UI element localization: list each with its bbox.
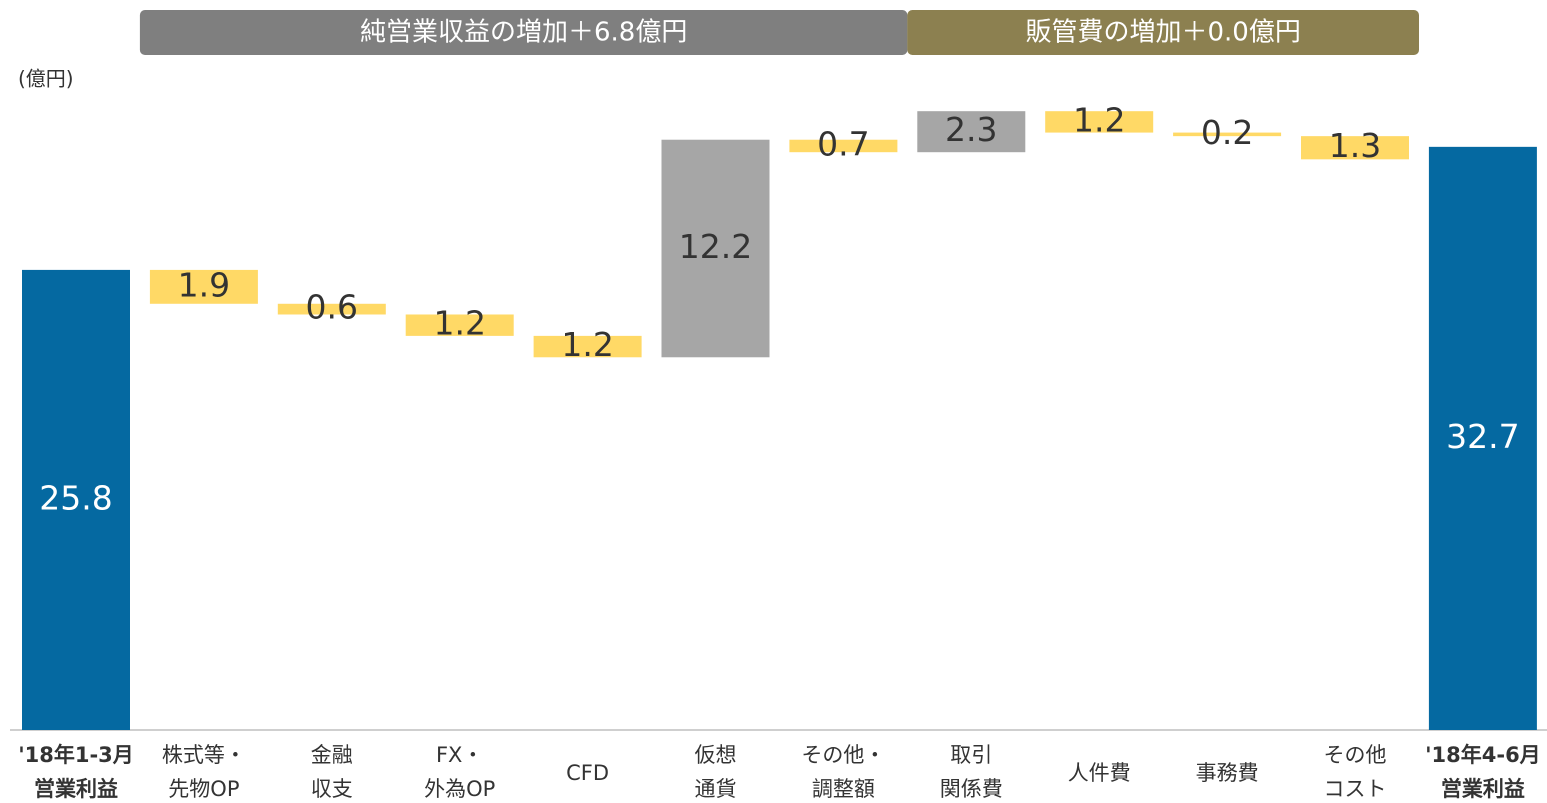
delta-bar [1173,132,1282,137]
x-tick-label: '18年4-6月営業利益 [1425,743,1541,801]
x-tick-label: '18年1-3月営業利益 [18,743,134,801]
value-label: 32.7 [1446,417,1519,456]
y-axis-label: (億円) [18,67,74,91]
delta-bar [405,314,514,336]
value-label: 2.3 [945,110,997,149]
value-label: 0.7 [817,124,869,163]
value-label: 25.8 [39,478,112,517]
delta-bar [661,139,770,358]
value-label: 1.3 [1329,126,1381,165]
group-header [139,10,908,55]
delta-bar [1045,111,1154,133]
x-tick-label: 人件費 [1068,761,1131,785]
value-label: 1.2 [433,304,485,343]
group-header [907,10,1419,55]
x-tick-label: 仮想通貨 [695,743,737,801]
delta-bar [1301,136,1409,160]
x-tick-label: CFD [566,761,609,785]
value-label: 1.2 [561,325,613,364]
delta-bar [149,269,258,304]
x-tick-label: 金融収支 [311,743,353,801]
delta-bar [917,111,1026,153]
value-label: 0.2 [1201,113,1253,152]
x-tick-label: FX・外為OP [424,743,495,801]
delta-bar [789,139,898,153]
group-header-label: 純営業収益の増加＋6.8億円 [360,18,687,48]
x-tick-label: その他コスト [1324,743,1387,801]
x-tick-label: 取引関係費 [940,743,1003,801]
x-tick-label: 株式等・先物OP [162,743,246,801]
total-bar [1428,146,1537,731]
x-tick-label: 事務費 [1196,761,1259,785]
x-tick-label: その他・調整額 [801,743,885,801]
total-bar [22,269,130,730]
value-label: 1.9 [178,265,230,304]
value-label: 12.2 [679,227,752,266]
value-label: 1.2 [1073,100,1125,139]
value-label: 0.6 [306,288,358,327]
delta-bar [277,303,386,315]
group-header-label: 販管費の増加＋0.0億円 [1025,18,1300,48]
delta-bar [533,335,642,358]
